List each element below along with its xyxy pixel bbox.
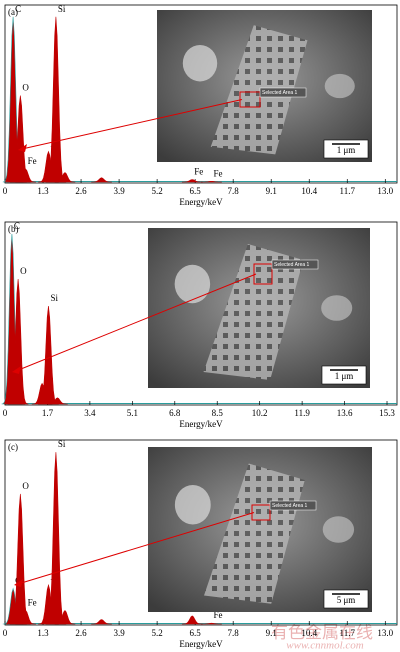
- area-label-box: [271, 259, 319, 270]
- panel-label: (a): [8, 7, 18, 17]
- x-tick-label: 3.9: [113, 186, 125, 196]
- x-tick-label: 10.4: [301, 186, 317, 196]
- x-tick-label: 2.6: [75, 628, 87, 638]
- panel-label: (c): [8, 442, 18, 452]
- peak-label: Si: [58, 439, 66, 449]
- x-tick-label: 13.0: [377, 186, 393, 196]
- scale-bar-label: 1 μm: [337, 145, 356, 155]
- peak: [91, 177, 112, 183]
- x-tick-label: 0: [3, 408, 8, 418]
- x-tick-label: 0: [3, 186, 8, 196]
- plot-frame: [4, 4, 398, 184]
- arrow-head: [12, 366, 21, 374]
- x-tick-label: 3.9: [113, 628, 125, 638]
- selected-area: [251, 504, 271, 521]
- peak: [201, 180, 222, 183]
- x-tick-label: 6.8: [169, 408, 181, 418]
- x-tick-label: 3.4: [84, 408, 96, 418]
- peak: [91, 619, 112, 625]
- x-tick-label: 5.1: [127, 408, 138, 418]
- peak: [54, 172, 76, 183]
- x-axis-label: Energy/keV: [179, 419, 223, 429]
- x-tick-label: 5.2: [151, 628, 162, 638]
- watermark-url: www.cnnmol.com: [286, 640, 363, 652]
- panel: 0 1.7 3.4 5.1 6.8 8.5 10.2 11.9 13.6 15.3 Energy/k…: [1, 221, 398, 429]
- peak-label: C: [14, 221, 20, 231]
- peak-label: Fe: [194, 167, 203, 177]
- peak-label: C: [15, 4, 21, 14]
- x-tick-label: 9.1: [266, 628, 277, 638]
- sem-debris: [322, 516, 355, 543]
- selected-area: [253, 263, 273, 285]
- peak: [7, 278, 29, 405]
- x-tick-label: 0: [3, 628, 8, 638]
- annotation-arrow: [17, 512, 255, 585]
- x-tick-label: 11.9: [294, 408, 310, 418]
- x-tick-label: 2.6: [75, 186, 87, 196]
- peak-label: O: [22, 481, 29, 491]
- x-tick-label: 11.7: [340, 186, 356, 196]
- plot-frame: [4, 439, 398, 626]
- x-tick-label: 7.8: [228, 628, 240, 638]
- x-tick-label: 1.3: [37, 628, 49, 638]
- area-label-box: [259, 87, 307, 98]
- x-tick-label: 10.4: [301, 628, 317, 638]
- watermark-title: 有色金属在线: [271, 623, 373, 643]
- x-tick-label: 13.0: [377, 628, 393, 638]
- peak: [181, 179, 203, 183]
- x-tick-label: 15.3: [379, 408, 395, 418]
- peak: [15, 168, 36, 183]
- peak-label: Si: [58, 4, 66, 14]
- peak: [47, 397, 68, 405]
- peak-label: Fe: [28, 156, 37, 166]
- sem-debris: [174, 484, 211, 525]
- x-axis-label: Energy/keV: [179, 197, 223, 207]
- x-tick-label: 11.7: [340, 628, 356, 638]
- x-tick-label: 8.5: [212, 408, 224, 418]
- peak: [181, 615, 203, 625]
- peak-label: Si: [50, 293, 58, 303]
- annotation-arrow: [21, 99, 243, 150]
- scale-bar-label: 1 μm: [335, 371, 354, 381]
- x-tick-label: 5.2: [151, 186, 162, 196]
- peak: [54, 609, 76, 625]
- plot-frame: [4, 221, 398, 406]
- peak: [201, 622, 222, 625]
- arrow-head: [18, 144, 27, 152]
- panel: 0 1.3 2.6 3.9 5.2 6.5 7.8 9.1 10.4 11.7 13.0 Energy…: [3, 439, 398, 649]
- x-tick-label: 9.1: [266, 186, 277, 196]
- sem-debris: [174, 264, 211, 304]
- x-tick-label: 1.7: [42, 408, 54, 418]
- peak-label: Fe: [28, 598, 37, 608]
- sem-debris: [321, 295, 353, 321]
- peak-label: Fe: [214, 168, 223, 178]
- x-tick-label: 6.5: [190, 628, 202, 638]
- x-tick-label: 10.2: [252, 408, 268, 418]
- area-label: Selected Area 1: [262, 90, 298, 96]
- area-label-box: [269, 500, 317, 511]
- panel-label: (b): [8, 224, 19, 234]
- x-axis-label: Energy/keV: [179, 639, 223, 649]
- x-tick-label: 6.5: [190, 186, 202, 196]
- peak-label: O: [20, 266, 27, 276]
- sem-particle: [204, 463, 305, 604]
- panel: 0 1.3 2.6 3.9 5.2 6.5 7.8 9.1 10.4 11.7 13.0 Energy…: [3, 4, 398, 207]
- area-label: Selected Area 1: [274, 262, 310, 268]
- peak-label: O: [22, 83, 29, 93]
- x-tick-label: 1.3: [37, 186, 49, 196]
- peak-label: Fe: [214, 610, 223, 620]
- x-tick-label: 7.8: [228, 186, 240, 196]
- sem-particle: [210, 25, 308, 155]
- sem-debris: [324, 73, 355, 99]
- peak: [15, 609, 36, 625]
- x-tick-label: 13.6: [337, 408, 353, 418]
- arrow-head: [14, 579, 23, 587]
- scale-bar-label: 5 μm: [337, 595, 356, 605]
- sem-debris: [182, 44, 218, 82]
- annotation-arrow: [15, 273, 257, 372]
- area-label: Selected Area 1: [272, 503, 308, 509]
- sem-particle: [203, 244, 304, 380]
